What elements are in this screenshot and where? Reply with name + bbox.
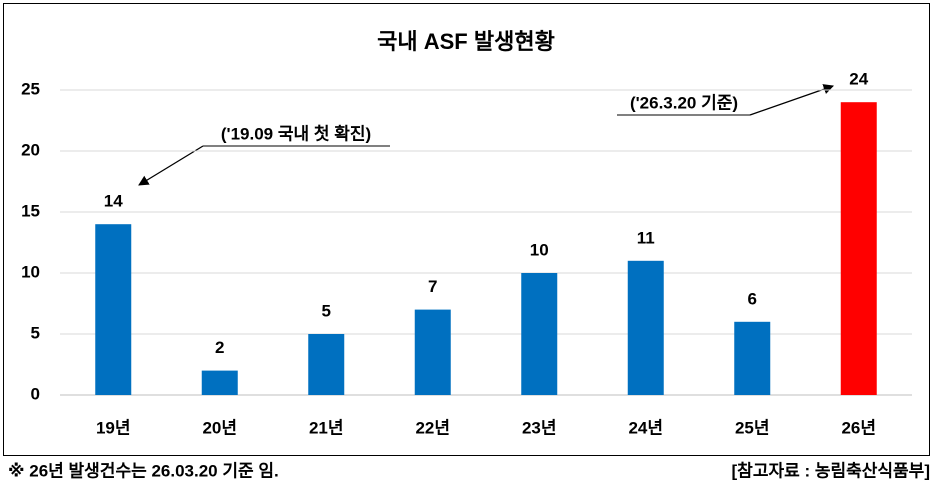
value-label: 6 xyxy=(748,289,757,308)
chart-frame xyxy=(3,3,930,456)
chart-title: 국내 ASF 발생현황 xyxy=(377,29,555,54)
footnote: ※ 26년 발생건수는 26.03.20 기준 임. xyxy=(8,460,279,480)
bar xyxy=(734,321,771,395)
y-tick-label: 25 xyxy=(21,79,40,98)
x-tick-label: 21년 xyxy=(309,418,344,437)
value-label: 2 xyxy=(215,338,224,357)
value-label: 10 xyxy=(530,240,549,259)
y-tick-label: 10 xyxy=(21,262,40,281)
x-tick-label: 20년 xyxy=(202,418,237,437)
y-tick-label: 20 xyxy=(21,140,40,159)
bar xyxy=(521,273,558,395)
y-tick-label: 5 xyxy=(31,323,40,342)
x-tick-label: 22년 xyxy=(415,418,450,437)
x-tick-label: 25년 xyxy=(735,418,770,437)
y-tick-label: 0 xyxy=(31,384,40,403)
bar xyxy=(95,224,132,395)
x-tick-label: 19년 xyxy=(96,418,131,437)
x-tick-label: 24년 xyxy=(628,418,663,437)
bar xyxy=(414,309,451,395)
value-label: 7 xyxy=(428,277,437,296)
annotation-arrow xyxy=(138,145,204,186)
value-label: 5 xyxy=(322,301,331,320)
annotation-arrow xyxy=(749,84,834,116)
value-label: 11 xyxy=(637,228,655,247)
x-tick-label: 26년 xyxy=(841,418,876,437)
source: [참고자료 : 농림축산식품부] xyxy=(732,460,930,480)
x-tick-label: 23년 xyxy=(522,418,557,437)
bar xyxy=(308,334,345,395)
bar xyxy=(627,260,664,395)
annotation: ('19.09 국내 첫 확진) xyxy=(221,123,371,143)
bar xyxy=(201,370,238,395)
value-label: 14 xyxy=(104,192,123,211)
y-tick-label: 15 xyxy=(21,201,40,220)
annotation: ('26.3.20 기준) xyxy=(630,93,738,112)
bar xyxy=(840,102,877,395)
value-label: 24 xyxy=(849,70,868,89)
